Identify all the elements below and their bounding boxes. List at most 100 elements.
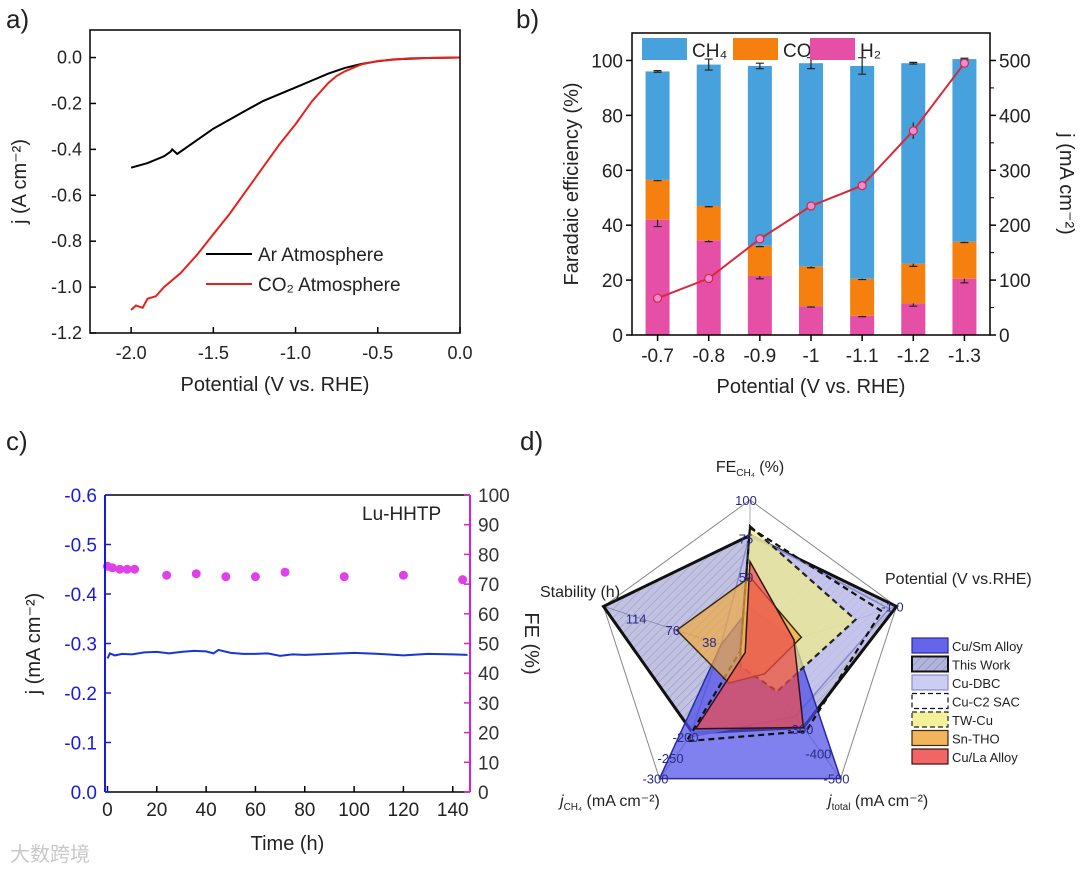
y-tick-label: -0.4 <box>51 139 82 159</box>
current-line <box>106 648 468 659</box>
y-right-tick-label: 60 <box>478 605 499 626</box>
bar-co <box>645 179 670 220</box>
legend-label: CH₄ <box>692 41 727 62</box>
legend-swatch <box>642 38 687 60</box>
y-tick-label: -0.8 <box>51 231 82 251</box>
current-density-marker <box>806 201 816 211</box>
axis-title-sub: CH₄ <box>736 468 755 479</box>
fe-marker <box>250 572 260 582</box>
x-axis-title: Potential (V vs. RHE) <box>717 376 906 398</box>
y-tick-label: 0 <box>612 326 623 347</box>
current-density-marker <box>908 126 918 136</box>
y-right-tick-label: 20 <box>478 724 499 745</box>
legend-swatch <box>911 692 949 710</box>
bar-h2 <box>799 306 823 335</box>
legend-label: Ar Atmosphere <box>258 245 384 266</box>
radar-axis-title: jtotal (mA cm⁻²) <box>826 793 928 813</box>
axis-title-unit: (%) <box>755 459 784 476</box>
x-tick-label: -0.7 <box>641 346 674 367</box>
bar-h2 <box>901 303 926 335</box>
error-bar <box>755 62 764 70</box>
y-right-tick-label: 90 <box>478 516 499 537</box>
plot-frame-b <box>631 32 991 336</box>
y-tick-label: -0.2 <box>51 93 82 113</box>
y-tick-label: -0.3 <box>64 635 97 656</box>
series-label: Lu-HHTP <box>362 504 441 525</box>
y-right-tick-label: 50 <box>478 635 499 656</box>
y-tick-label: 0.0 <box>71 783 97 804</box>
y-tick-label: 100 <box>591 51 623 72</box>
legend-swatch <box>911 637 949 654</box>
radar-tick-label: -1.0 <box>881 599 903 614</box>
x-tick-label: 0.0 <box>447 343 472 363</box>
y-right-tick-label: 40 <box>478 664 499 685</box>
y-right-tick-label: 10 <box>478 753 499 774</box>
current-density-marker <box>857 181 867 191</box>
y-axis-title: Faradaic efficiency (%) <box>561 82 583 285</box>
x-axis-title: Time (h) <box>251 833 325 855</box>
x-tick-label: 20 <box>146 800 167 821</box>
radar-axis-title: Stability (h) <box>540 584 620 601</box>
y-tick-label: 60 <box>602 161 623 182</box>
legend-label: CO₂ Atmosphere <box>258 275 401 296</box>
bar-ch4 <box>850 65 875 279</box>
bar-h2 <box>850 315 875 335</box>
current-density-marker <box>959 58 970 68</box>
y-axis-title: j (A cm⁻²) <box>9 139 31 225</box>
radar-tick-label: -300 <box>787 722 813 737</box>
y-right-tick-label: 0 <box>999 326 1010 347</box>
y-right-tick-label: 100 <box>478 486 510 507</box>
y-right-tick-label: 500 <box>999 51 1031 72</box>
axis-title-main: j <box>826 793 832 810</box>
fe-marker <box>122 564 132 574</box>
y-tick-label: -1.0 <box>51 277 82 297</box>
y-tick-label: -0.6 <box>51 185 82 205</box>
bar-h2 <box>696 240 721 335</box>
y-tick-label: -1.2 <box>51 323 82 343</box>
y-tick-label: -0.1 <box>64 734 97 755</box>
axis-title-main: j <box>558 793 564 810</box>
legend-swatch <box>911 674 949 691</box>
radar-tick-label: 100 <box>735 493 757 508</box>
x-tick-label: 80 <box>294 800 315 821</box>
radar-tick-label: -250 <box>658 751 684 766</box>
panel-b: b) -0.7 -0.8 -0.9 -1 -1.1 -1.2 -1.3 0 20 40 60 80 100… <box>516 4 1077 398</box>
legend-label: TW-Cu <box>952 713 993 728</box>
fe-marker <box>130 564 140 574</box>
bar-ch4 <box>645 71 670 180</box>
panel-label-a: a) <box>6 4 29 34</box>
radar-tick-label: 114 <box>626 611 647 626</box>
x-tick-label: 60 <box>245 800 266 821</box>
y-tick-label: 40 <box>602 216 623 237</box>
fe-marker <box>339 572 349 582</box>
bar-co <box>952 241 977 279</box>
panel-a: a) -2.0 -1.5 -1.0 -0.5 0.0 0.0 -0.2 -0.4 -0.6 -0.8… <box>6 4 473 396</box>
fe-marker <box>162 570 172 580</box>
x-tick-label: 120 <box>388 800 420 821</box>
x-tick-label: -0.5 <box>362 343 393 363</box>
panel-d: d) 50 75 100 -1.0 -300 -400 -500 -200 -250 -300 38 7… <box>520 426 1032 813</box>
error-bar <box>704 58 713 71</box>
radar-tick-label: 50 <box>739 570 753 585</box>
bar-co <box>696 205 721 241</box>
bar-ch4 <box>696 64 721 206</box>
plot-frame-a <box>89 29 461 334</box>
bar-co <box>747 245 772 276</box>
fe-marker <box>280 567 290 577</box>
current-density-marker <box>755 234 765 244</box>
legend-label: CO <box>783 41 812 62</box>
y-tick-label: 20 <box>602 271 623 292</box>
x-tick-label: -1.5 <box>198 343 229 363</box>
axis-title-main: FE <box>716 459 736 476</box>
radar-axis-title: FECH₄ (%) <box>716 459 784 479</box>
radar-axis-title: Potential (V vs.RHE) <box>885 571 1032 588</box>
x-tick-label: -1 <box>803 346 820 367</box>
bar-co <box>850 278 875 316</box>
legend-label: This Work <box>952 658 1011 673</box>
current-density-marker <box>704 273 714 284</box>
radar-tick-label: -500 <box>824 772 850 787</box>
radar-tick-label: -400 <box>805 747 831 762</box>
legend-swatch <box>911 655 949 673</box>
fe-marker <box>398 570 408 580</box>
